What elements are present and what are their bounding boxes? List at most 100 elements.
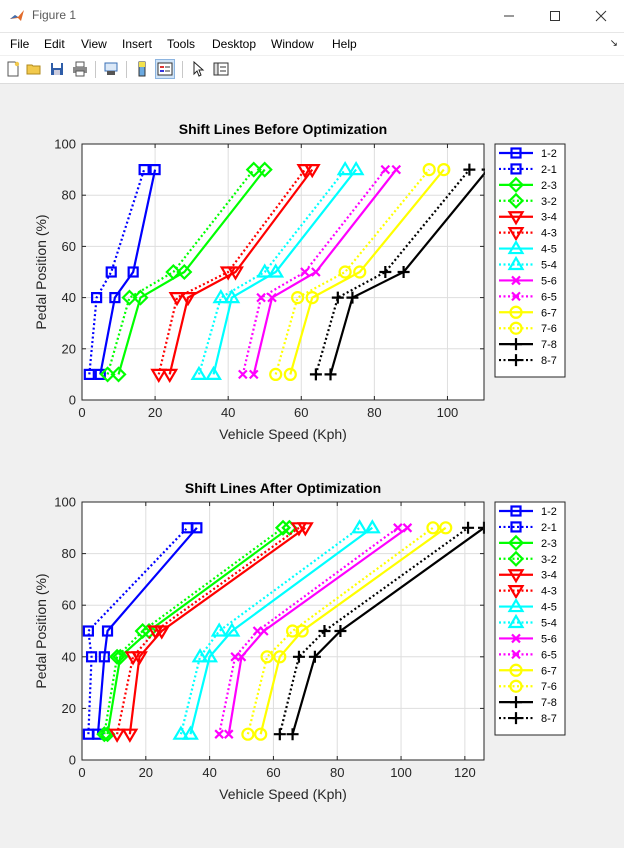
series-point-3-2 (109, 648, 126, 665)
series-point-7-6 (338, 265, 352, 279)
legend-marker-8-7 (510, 712, 522, 725)
chart-title: Shift Lines After Optimization (185, 480, 381, 496)
y-tick-label: 100 (54, 137, 76, 152)
menu-view[interactable]: View (81, 37, 107, 51)
series-point-8-7 (462, 521, 475, 534)
legend-toggle-button[interactable] (155, 59, 175, 79)
series-point-3-2 (274, 519, 292, 536)
series-point-1-2 (98, 651, 110, 663)
series-line-2-1 (87, 527, 189, 735)
series-point-2-1 (181, 522, 193, 534)
series-point-6-5 (380, 164, 391, 175)
x-tick-label: 60 (294, 405, 308, 420)
series-line-3-4 (128, 526, 306, 735)
legend-marker-2-3 (507, 176, 525, 193)
series-point-1-2 (127, 266, 139, 278)
series-line-7-8 (291, 526, 485, 735)
floppy-disk-icon (51, 63, 63, 75)
series-point-3-2 (245, 161, 262, 178)
menu-tools[interactable]: Tools (167, 37, 196, 51)
y-tick-label: 80 (62, 546, 76, 561)
legend-label: 1-2 (541, 506, 557, 518)
print-preview-button[interactable] (101, 59, 121, 79)
legend-label: 4-5 (541, 602, 557, 614)
legend-marker-6-7 (509, 663, 523, 677)
series-point-6-7 (283, 367, 297, 381)
series-point-6-7 (295, 624, 309, 638)
legend-label: 4-3 (541, 228, 557, 240)
series-line-2-1 (88, 169, 146, 375)
legend-marker-3-4 (507, 211, 525, 226)
series-point-2-1 (82, 728, 94, 740)
axes-box (81, 143, 485, 401)
plot-browser-button[interactable] (211, 59, 231, 79)
legend-label: 2-3 (541, 538, 557, 550)
series-point-4-3 (168, 292, 186, 307)
series-point-7-8 (334, 625, 347, 637)
close-button[interactable] (578, 0, 624, 32)
legend-marker-3-2 (507, 550, 525, 567)
open-file-button[interactable] (24, 59, 44, 79)
legend-label: 2-1 (541, 522, 557, 534)
new-figure-button[interactable] (3, 59, 23, 79)
legend-label: 2-3 (541, 180, 557, 192)
legend-marker-7-6 (509, 679, 523, 693)
legend-marker-4-5 (507, 239, 525, 255)
series-point-5-4 (191, 648, 209, 663)
series-line-2-3 (106, 526, 291, 735)
menu-bar: File Edit View Insert Tools Desktop Wind… (0, 33, 624, 55)
legend-label: 7-8 (541, 339, 557, 351)
legend-label: 3-4 (541, 570, 557, 582)
series-point-4-3 (108, 728, 126, 743)
series-point-6-7 (305, 291, 319, 305)
series-point-3-4 (121, 728, 139, 743)
series-point-5-4 (212, 288, 230, 304)
series-line-6-5 (241, 168, 387, 375)
x-tick-label: 0 (78, 765, 85, 780)
x-tick-label: 20 (139, 765, 153, 780)
maximize-button[interactable] (532, 0, 578, 32)
series-line-5-4 (179, 526, 361, 735)
series-point-7-6 (291, 291, 305, 305)
series-point-4-3 (150, 368, 168, 384)
menu-desktop[interactable]: Desktop (212, 37, 257, 51)
legend: 1-2 2-1 2-3 3-2 3-4 4-3 4-5 5-4 5-6 6-5 6-7 7-6 7-8 8… (494, 143, 566, 378)
subplot-2: 0 20 40 60 80 100 120 0 20 40 60 80 100 Shift Lines A… (33, 480, 566, 802)
legend-box (494, 143, 566, 378)
series-group (83, 160, 485, 384)
series-point-7-8 (286, 728, 299, 741)
legend-label: 4-3 (541, 586, 557, 598)
series-point-8-7 (309, 368, 322, 381)
menu-window[interactable]: Window (271, 37, 314, 51)
toolbar (0, 56, 624, 84)
series-point-3-2 (96, 726, 113, 743)
x-axis-label: Vehicle Speed (Kph) (219, 426, 347, 442)
series-point-7-6 (269, 367, 283, 381)
menu-help[interactable]: Help (332, 37, 357, 51)
series-point-7-8 (397, 266, 410, 278)
menu-edit[interactable]: Edit (44, 37, 65, 51)
legend-label: 8-7 (541, 355, 557, 367)
menu-file[interactable]: File (10, 37, 30, 51)
y-tick-label: 20 (62, 701, 76, 716)
legend-label: 6-7 (541, 307, 557, 319)
toolbar-separator (126, 61, 127, 78)
series-point-6-7 (254, 727, 268, 741)
x-tick-label: 120 (454, 765, 476, 780)
menu-insert[interactable]: Insert (122, 37, 153, 51)
edit-plot-button[interactable] (188, 59, 208, 79)
series-point-4-3 (124, 651, 142, 666)
dock-arrow-icon[interactable]: ↘ (609, 38, 618, 49)
y-tick-label: 20 (62, 341, 76, 356)
legend-label: 3-4 (541, 212, 557, 224)
series-point-7-6 (260, 650, 274, 664)
minimize-button[interactable] (486, 0, 532, 32)
link-plot-button[interactable] (132, 59, 152, 79)
print-preview-icon (104, 62, 118, 75)
x-tick-label: 40 (202, 765, 216, 780)
print-button[interactable] (70, 59, 90, 79)
legend-label: 7-6 (541, 681, 557, 693)
series-point-7-8 (308, 650, 321, 663)
save-button[interactable] (47, 59, 67, 79)
y-tick-label: 40 (62, 649, 76, 664)
